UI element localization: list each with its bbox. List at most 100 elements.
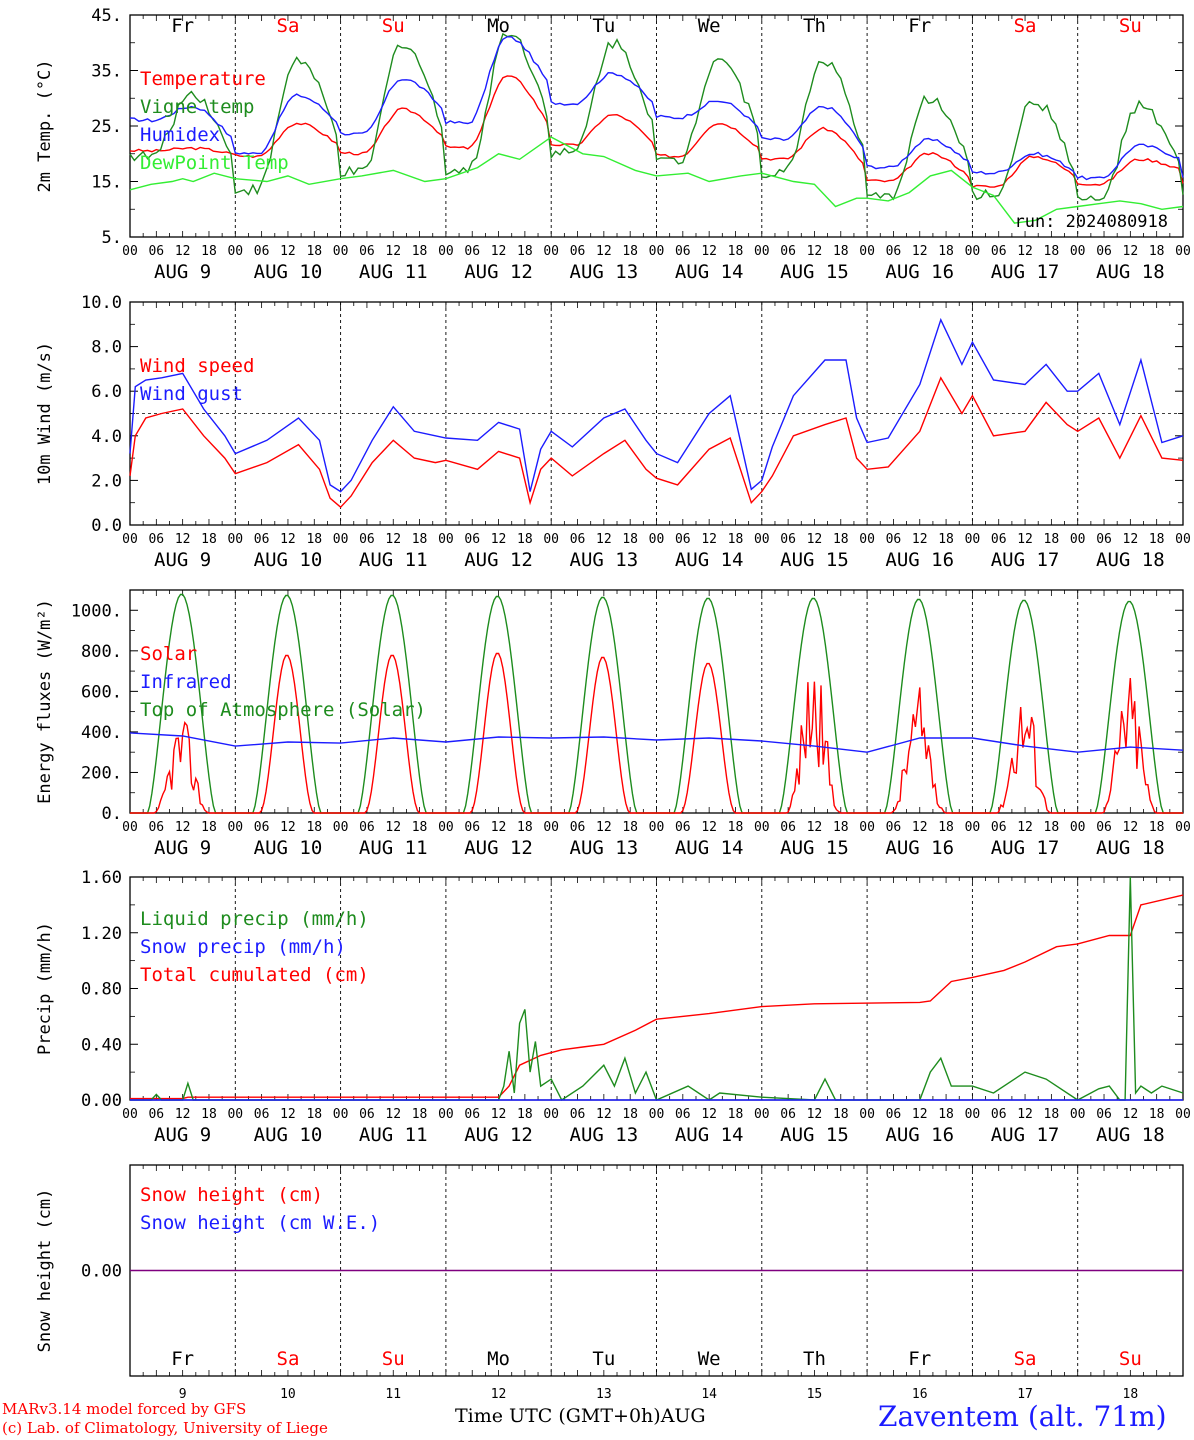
hour-label: 12 xyxy=(1017,820,1033,835)
weekday-label: Su xyxy=(1119,15,1142,37)
hour-label: 06 xyxy=(886,244,902,259)
weekday-label: Th xyxy=(803,1348,826,1370)
date-label: AUG 11 xyxy=(359,1124,428,1146)
hour-label: 06 xyxy=(1096,1107,1112,1122)
day-number-label: 15 xyxy=(807,1387,823,1402)
hour-label: 06 xyxy=(359,532,375,547)
y-tick-label: 1000. xyxy=(71,601,122,621)
date-label: AUG 18 xyxy=(1096,1124,1165,1146)
date-label: AUG 18 xyxy=(1096,837,1165,859)
y-tick-label: 800. xyxy=(81,642,122,662)
hour-label: 06 xyxy=(886,1107,902,1122)
hour-label: 00 xyxy=(859,244,875,259)
hour-label: 00 xyxy=(754,244,770,259)
hour-label: 06 xyxy=(570,820,586,835)
date-label: AUG 17 xyxy=(991,549,1060,571)
weekday-label: Fr xyxy=(908,15,931,37)
day-number-label: 13 xyxy=(596,1387,612,1402)
hour-label: 18 xyxy=(622,1107,638,1122)
hour-label: 06 xyxy=(991,1107,1007,1122)
date-label: AUG 14 xyxy=(675,549,744,571)
hour-label: 18 xyxy=(517,1107,533,1122)
hour-label: 06 xyxy=(675,532,691,547)
hour-label: 18 xyxy=(1149,1107,1165,1122)
hour-label: 00 xyxy=(649,244,665,259)
hour-label: 00 xyxy=(543,244,559,259)
date-label: AUG 11 xyxy=(359,549,428,571)
weekday-label: Sa xyxy=(277,15,300,37)
credit-line-2: (c) Lab. of Climatology, University of L… xyxy=(2,1419,328,1437)
series-line-vigne-temp xyxy=(129,32,1184,201)
hour-label: 06 xyxy=(1096,244,1112,259)
hour-label: 18 xyxy=(201,532,217,547)
hour-label: 18 xyxy=(412,244,428,259)
hour-label: 12 xyxy=(1017,532,1033,547)
hour-label: 12 xyxy=(596,532,612,547)
hour-label: 00 xyxy=(333,820,349,835)
y-axis-label: 10m Wind (m/s) xyxy=(35,342,55,485)
panel-5: 0.00 Snow height (cm) Snow height (cm) Snow… xyxy=(35,1164,1184,1402)
hour-label: 00 xyxy=(1070,244,1086,259)
hour-label: 06 xyxy=(464,820,480,835)
hour-label: 12 xyxy=(491,244,507,259)
hour-label: 18 xyxy=(833,532,849,547)
hour-label: 00 xyxy=(438,820,454,835)
hour-label: 00 xyxy=(122,532,138,547)
hour-label: 00 xyxy=(333,244,349,259)
date-label: AUG 12 xyxy=(464,837,533,859)
hour-label: 00 xyxy=(227,1107,243,1122)
hour-label: 06 xyxy=(1096,532,1112,547)
hour-label: 12 xyxy=(385,820,401,835)
hour-label: 06 xyxy=(148,244,164,259)
legend-entry: Liquid precip (mm/h) xyxy=(140,908,369,930)
weekday-label: Su xyxy=(1119,1348,1142,1370)
hour-label: 18 xyxy=(622,820,638,835)
day-number-label: 10 xyxy=(280,1387,296,1402)
date-label: AUG 11 xyxy=(359,837,428,859)
hour-label: 12 xyxy=(701,244,717,259)
hour-label: 12 xyxy=(1017,1107,1033,1122)
hour-label: 00 xyxy=(754,820,770,835)
hour-label: 12 xyxy=(175,820,191,835)
hour-label: 12 xyxy=(912,1107,928,1122)
hour-label: 12 xyxy=(807,532,823,547)
hour-label: 12 xyxy=(385,244,401,259)
hour-label: 06 xyxy=(886,820,902,835)
weekday-label: We xyxy=(698,1348,721,1370)
date-label: AUG 13 xyxy=(570,837,639,859)
y-axis-label: Energy fluxes (W/m²) xyxy=(35,599,55,804)
weekday-label: We xyxy=(698,15,721,37)
y-tick-label: 0.00 xyxy=(81,1091,122,1111)
hour-label: 12 xyxy=(175,532,191,547)
hour-label: 00 xyxy=(543,820,559,835)
hour-label: 18 xyxy=(938,820,954,835)
date-label: AUG 13 xyxy=(570,1124,639,1146)
hour-label: 12 xyxy=(491,1107,507,1122)
y-tick-label: 400. xyxy=(81,723,122,743)
hour-label: 06 xyxy=(886,532,902,547)
legend-entry: Snow height (cm W.E.) xyxy=(140,1212,380,1234)
hour-label: 18 xyxy=(728,1107,744,1122)
y-tick-label: 0.0 xyxy=(91,516,122,536)
day-number-label: 17 xyxy=(1017,1387,1033,1402)
date-label: AUG 15 xyxy=(780,261,849,283)
date-label: AUG 17 xyxy=(991,261,1060,283)
hour-label: 06 xyxy=(254,1107,270,1122)
hour-label: 00 xyxy=(1175,532,1191,547)
hour-label: 18 xyxy=(728,244,744,259)
date-label: AUG 17 xyxy=(991,1124,1060,1146)
date-label: AUG 14 xyxy=(675,1124,744,1146)
legend-entry: Wind gust xyxy=(140,383,243,405)
y-tick-label: 6.0 xyxy=(91,382,122,402)
hour-label: 00 xyxy=(227,820,243,835)
date-label: AUG 15 xyxy=(780,837,849,859)
y-tick-label: 35. xyxy=(91,62,122,82)
hour-label: 12 xyxy=(491,532,507,547)
hour-label: 18 xyxy=(306,820,322,835)
hour-label: 18 xyxy=(833,820,849,835)
legend-entry: Total cumulated (cm) xyxy=(140,964,369,986)
hour-label: 18 xyxy=(622,244,638,259)
panel-2: 0.0 2.0 4.0 6.0 8.0 10.0 10m Wind (m/s) 00 06 12 1… xyxy=(35,293,1191,571)
hour-label: 00 xyxy=(122,820,138,835)
